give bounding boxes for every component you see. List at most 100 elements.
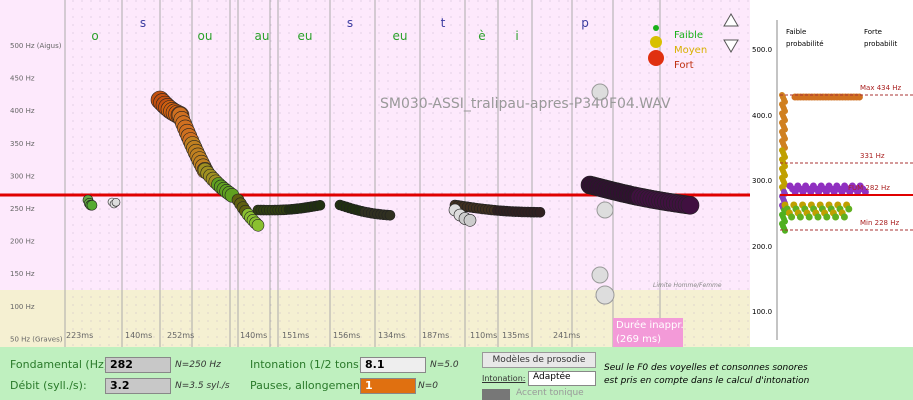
duration: 156ms bbox=[333, 331, 360, 340]
dist-dot bbox=[822, 188, 830, 196]
rate-field: 3.2 bbox=[105, 378, 171, 394]
side-ref-label: 331 Hz bbox=[860, 152, 885, 160]
pitch-blob bbox=[111, 197, 121, 207]
accent-toggle[interactable] bbox=[482, 389, 510, 400]
hz-label: 100 Hz bbox=[10, 303, 35, 311]
phoneme: o bbox=[91, 29, 98, 43]
phoneme: i bbox=[515, 29, 518, 43]
duration: 252ms bbox=[167, 331, 194, 340]
prosody-view: SM030-ASSI_tralipau-apres-P340F04.WAV Li… bbox=[0, 0, 913, 347]
pauses-field: 1 bbox=[360, 378, 416, 394]
pitch-blob bbox=[591, 83, 609, 101]
phoneme: ou bbox=[198, 29, 213, 43]
duration: 134ms bbox=[378, 331, 405, 340]
dist-dot bbox=[815, 188, 823, 196]
phoneme: au bbox=[255, 29, 270, 43]
legend-dot bbox=[650, 36, 662, 48]
pitch-blob bbox=[680, 195, 700, 215]
scroll-down[interactable] bbox=[723, 39, 739, 53]
duration: 187ms bbox=[422, 331, 449, 340]
fundamental-field: 282 bbox=[105, 357, 171, 373]
models-button[interactable]: Modèles de prosodie bbox=[482, 352, 596, 368]
pitch-blob bbox=[314, 199, 326, 211]
side-ref-label: Max 434 Hz bbox=[860, 84, 902, 92]
side-axis-label: 500.0 bbox=[752, 46, 772, 54]
warning-box bbox=[613, 318, 683, 347]
dist-dot bbox=[814, 213, 822, 221]
hz-label: 50 Hz (Graves) bbox=[10, 335, 63, 343]
hz-label: 500 Hz (Aigus) bbox=[10, 42, 62, 50]
label: Intonation (1/2 tons): bbox=[250, 358, 367, 371]
hz-label: 250 Hz bbox=[10, 205, 35, 213]
controls-panel: Fondamental (Hz): 282 N=250 Hz Débit (sy… bbox=[0, 347, 913, 400]
dist-dot bbox=[791, 188, 799, 196]
side-ref-label: Min 228 Hz bbox=[860, 219, 899, 227]
dot-grid bbox=[65, 0, 750, 347]
side-header: Faible bbox=[786, 28, 806, 36]
duration: 140ms bbox=[240, 331, 267, 340]
warning: (269 ms) bbox=[616, 334, 661, 345]
dist-dot bbox=[823, 213, 831, 221]
phoneme: eu bbox=[298, 29, 313, 43]
pitch-blob bbox=[384, 209, 396, 221]
pitch-blob bbox=[595, 285, 615, 305]
label: Débit (syll./s): bbox=[10, 379, 87, 392]
legend-dot bbox=[648, 50, 664, 66]
legend-label: Fort bbox=[674, 60, 694, 71]
norm: N=5.0 bbox=[430, 360, 459, 370]
scroll-up[interactable] bbox=[723, 13, 739, 27]
side-header: probabilité bbox=[786, 40, 824, 48]
duration: 135ms bbox=[502, 331, 529, 340]
hz-label: 150 Hz bbox=[10, 270, 35, 278]
intonation-field: 8.1 bbox=[360, 357, 426, 373]
phoneme: s bbox=[140, 16, 146, 30]
legend-dot bbox=[653, 25, 659, 31]
pitch-blob bbox=[534, 206, 546, 218]
dist-dot bbox=[838, 188, 846, 196]
legend-label: Faible bbox=[674, 30, 703, 41]
dist-dot bbox=[832, 213, 840, 221]
duration: 241ms bbox=[553, 331, 580, 340]
dist-dot bbox=[796, 213, 804, 221]
hz-label: 450 Hz bbox=[10, 75, 35, 83]
phoneme: p bbox=[581, 16, 589, 30]
norm: N=0 bbox=[418, 381, 438, 391]
label: Pauses, allongements: bbox=[250, 379, 374, 392]
side-header: probabilit bbox=[864, 40, 897, 48]
dist-dot bbox=[845, 205, 853, 213]
limit-label: Limite Homme/Femme bbox=[653, 282, 722, 289]
hz-label: 300 Hz bbox=[10, 172, 35, 180]
norm: N=3.5 syl./s bbox=[175, 381, 230, 391]
pitch-blob bbox=[86, 199, 98, 211]
dist-dot bbox=[799, 188, 807, 196]
intonation-select[interactable]: Adaptée bbox=[528, 371, 596, 386]
label: Accent tonique bbox=[516, 388, 584, 398]
pitch-blob bbox=[591, 266, 609, 284]
pitch-blob bbox=[251, 218, 265, 232]
duration: 223ms bbox=[66, 331, 93, 340]
note: Seul le F0 des voyelles et consonnes son… bbox=[604, 363, 808, 373]
side-ref-label: FUM 282 Hz bbox=[848, 184, 890, 192]
phoneme: è bbox=[478, 29, 485, 43]
file-name: SM030-ASSI_tralipau-apres-P340F04.WAV bbox=[380, 96, 671, 112]
phoneme: t bbox=[441, 16, 446, 30]
side-bg bbox=[750, 0, 913, 347]
dist-dot bbox=[830, 188, 838, 196]
duration: 110ms bbox=[470, 331, 497, 340]
side-header: Forte bbox=[864, 28, 882, 36]
duration: 151ms bbox=[282, 331, 309, 340]
norm: N=250 Hz bbox=[175, 360, 221, 370]
label: Intonation: bbox=[482, 374, 526, 383]
dist-dot bbox=[861, 188, 869, 196]
dist-dot bbox=[846, 188, 854, 196]
note: est pris en compte dans le calcul d'into… bbox=[604, 376, 810, 386]
phoneme: eu bbox=[393, 29, 408, 43]
legend-label: Moyen bbox=[674, 45, 707, 56]
dist-dot bbox=[782, 227, 788, 234]
dist-dot bbox=[840, 213, 848, 221]
dist-dot bbox=[805, 213, 813, 221]
pitch-blob bbox=[596, 201, 614, 219]
hz-label: 400 Hz bbox=[10, 107, 35, 115]
side-axis-label: 100.0 bbox=[752, 308, 772, 316]
